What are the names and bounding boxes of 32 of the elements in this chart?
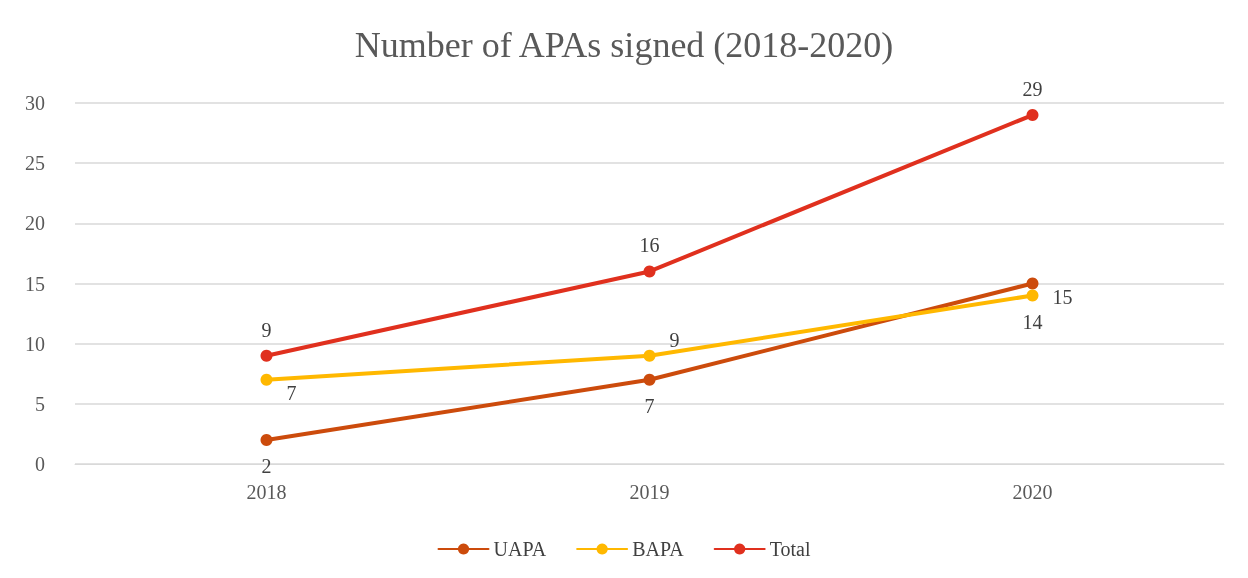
data-label: 7 <box>286 381 297 404</box>
x-tick-label: 2018 <box>246 481 287 503</box>
data-label: 16 <box>639 234 660 257</box>
point <box>260 433 273 446</box>
y-tick-label: 30 <box>25 92 45 114</box>
point <box>1026 277 1039 290</box>
y-tick-label: 20 <box>25 212 45 235</box>
x-tick-label: 2019 <box>629 481 670 503</box>
y-tick-label: 10 <box>25 332 45 355</box>
point <box>643 373 656 386</box>
point <box>1026 109 1039 122</box>
chart-title: Number of APAs signed (2018-2020) <box>354 25 894 65</box>
data-label: 9 <box>261 318 272 341</box>
y-tick-label: 15 <box>25 272 45 295</box>
point <box>643 265 656 278</box>
data-label: 2 <box>261 454 272 477</box>
point <box>260 349 273 362</box>
x-tick-label: 2020 <box>1012 481 1053 503</box>
data-label: 14 <box>1022 310 1043 333</box>
y-tick-label: 5 <box>35 392 45 415</box>
y-tick-label: 0 <box>35 453 45 475</box>
legend-label: BAPA <box>632 538 685 560</box>
data-label: 7 <box>644 394 655 417</box>
point <box>260 373 273 386</box>
legend-label: UAPA <box>493 538 547 560</box>
legend-label: Total <box>769 538 811 560</box>
y-tick-label: 25 <box>25 152 45 175</box>
data-label: 9 <box>669 328 680 351</box>
data-label: 15 <box>1052 285 1073 308</box>
point <box>1026 289 1039 302</box>
data-label: 29 <box>1022 78 1043 101</box>
point <box>643 349 656 362</box>
